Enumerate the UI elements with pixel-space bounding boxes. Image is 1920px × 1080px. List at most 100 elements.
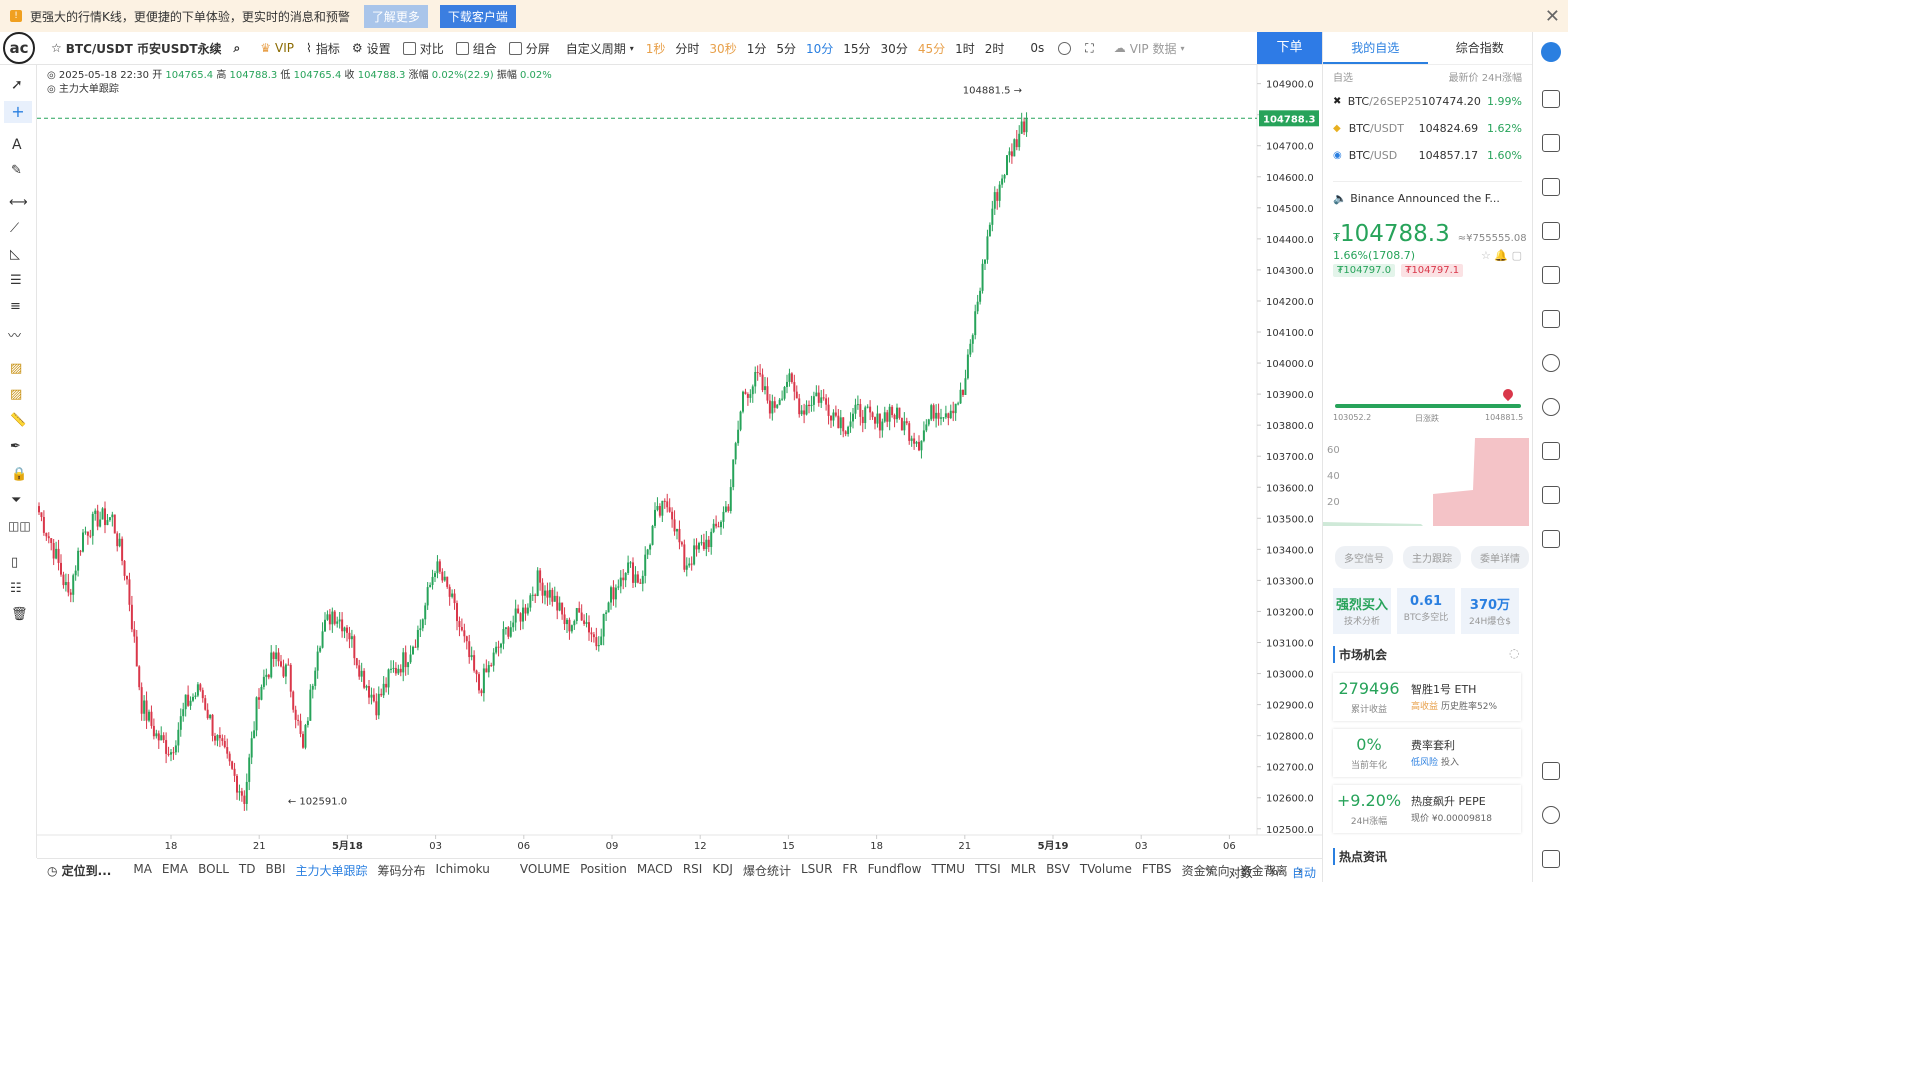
- indicator-toggle[interactable]: BSV: [1046, 862, 1070, 876]
- tab-watchlist[interactable]: 我的自选: [1323, 32, 1428, 64]
- star-icon[interactable]: ☆: [51, 41, 62, 55]
- wave-icon[interactable]: 〰: [8, 329, 22, 344]
- chevron-right-icon[interactable]: ›: [1297, 863, 1303, 878]
- crosshair-icon[interactable]: +: [4, 101, 32, 123]
- fullscreen-icon[interactable]: ⛶: [1085, 40, 1094, 55]
- indicator-button[interactable]: ⌇ 指标: [306, 41, 340, 56]
- indicator-toggle[interactable]: KDJ: [712, 862, 733, 876]
- fibonacci-icon[interactable]: ≡: [10, 299, 21, 314]
- indicator-toggle[interactable]: 资金流向: [1181, 864, 1230, 878]
- indicator-toggle[interactable]: FR: [842, 862, 858, 876]
- compare-button[interactable]: 对比: [402, 40, 444, 57]
- period-2[interactable]: 30秒: [709, 41, 737, 56]
- percent-scale-toggle[interactable]: %: [1266, 864, 1278, 878]
- locate-button[interactable]: ◷ 定位到...: [47, 864, 112, 878]
- edit-list-icon[interactable]: ☷: [10, 581, 22, 596]
- news-ticker[interactable]: 🔈 Binance Announced the F...: [1333, 181, 1522, 205]
- lock-icon[interactable]: 🔒: [11, 467, 28, 482]
- angle-icon[interactable]: ◺: [10, 247, 20, 262]
- add-window-icon[interactable]: [1542, 310, 1560, 328]
- close-icon[interactable]: ✕: [1544, 6, 1560, 27]
- order-note-icon[interactable]: [1542, 90, 1560, 108]
- camera-icon[interactable]: [1058, 41, 1072, 55]
- magnet-icon[interactable]: ◫◫: [8, 519, 31, 533]
- edit-icon[interactable]: ✎: [1204, 864, 1215, 878]
- indicator-toggle[interactable]: EMA: [161, 862, 189, 876]
- bar-chart-icon[interactable]: [1542, 266, 1560, 284]
- split-screen-button[interactable]: 分屏: [508, 40, 550, 57]
- stat-card[interactable]: 370万 24H爆仓$: [1461, 588, 1519, 634]
- compass-icon[interactable]: [1542, 398, 1560, 416]
- filter-icon[interactable]: ⏷: [11, 493, 22, 508]
- trash-icon[interactable]: 🗑: [11, 607, 28, 622]
- tab-composite-index[interactable]: 综合指数: [1455, 41, 1504, 55]
- pen-icon[interactable]: ✒: [10, 439, 21, 454]
- indicator-toggle[interactable]: MACD: [636, 862, 673, 876]
- horizontal-line-icon[interactable]: ⟷: [9, 195, 28, 210]
- signal-button[interactable]: 主力跟踪: [1403, 546, 1461, 569]
- opportunity-card[interactable]: 279496 累计收益 智胜1号 ETH 高收益 历史胜率52%: [1333, 673, 1521, 721]
- pattern2-icon[interactable]: ▨: [10, 387, 23, 402]
- buy-icon[interactable]: [1542, 134, 1560, 152]
- vip-data-dropdown[interactable]: ☁ VIP 数据 ▾: [1113, 41, 1185, 56]
- signal-button[interactable]: 多空信号: [1335, 546, 1393, 569]
- download-icon[interactable]: [1542, 762, 1560, 780]
- indicator-toggle[interactable]: TD: [238, 862, 256, 876]
- kline-chart[interactable]: 104900.0104800.0104700.0104600.0104500.0…: [37, 65, 1322, 858]
- period-3[interactable]: 1分: [746, 41, 767, 56]
- period-10[interactable]: 2时: [984, 41, 1005, 56]
- indicator-toggle[interactable]: MLR: [1010, 862, 1037, 876]
- signal-button[interactable]: 委单详情: [1471, 546, 1529, 569]
- auto-scale-toggle[interactable]: 自动: [1291, 866, 1316, 880]
- indicator-toggle[interactable]: TVolume: [1079, 862, 1132, 876]
- symbol-selector[interactable]: ☆ BTC/USDT 币安USDT永续 ⌕: [51, 40, 240, 57]
- indicator-toggle[interactable]: BOLL: [198, 862, 229, 876]
- custom-period-dropdown[interactable]: 自定义周期 ▾: [565, 41, 634, 56]
- opportunity-card[interactable]: 0% 当前年化 费率套利 低风险 投入: [1333, 729, 1521, 777]
- indicator-toggle[interactable]: VOLUME: [519, 862, 571, 876]
- combo-button[interactable]: 组合: [455, 40, 497, 57]
- period-6[interactable]: 15分: [843, 41, 871, 56]
- period-1[interactable]: 分时: [675, 41, 700, 56]
- indicator-toggle[interactable]: 资金背离: [1239, 864, 1288, 878]
- text-tool-icon[interactable]: A: [12, 137, 22, 153]
- period-7[interactable]: 30分: [880, 41, 908, 56]
- indicator-toggle[interactable]: BBI: [265, 862, 286, 876]
- period-8[interactable]: 45分: [917, 41, 946, 56]
- watchlist-row[interactable]: ✖ BTC/26SEP25 107474.20 1.99%: [1323, 88, 1532, 115]
- indicator-toggle[interactable]: Position: [580, 862, 627, 876]
- period-0[interactable]: 1秒: [645, 41, 666, 56]
- period-9[interactable]: 1时: [955, 41, 975, 56]
- download-client-button[interactable]: 下载客户端: [439, 4, 516, 28]
- headset-icon[interactable]: [1542, 806, 1560, 824]
- indicator-toggle[interactable]: Ichimoku: [435, 862, 490, 876]
- indicator-toggle[interactable]: RSI: [682, 862, 703, 876]
- period-5[interactable]: 10分: [805, 41, 834, 56]
- ruler-icon[interactable]: 📏: [10, 413, 27, 428]
- watchlist-row[interactable]: ◉ BTC/USD 104857.17 1.60%: [1323, 142, 1532, 169]
- brush-icon[interactable]: ✎: [11, 163, 22, 178]
- app-icon[interactable]: [1541, 42, 1561, 62]
- vip-button[interactable]: ♛ VIP: [260, 41, 295, 55]
- search-icon[interactable]: ⌕: [233, 40, 241, 55]
- indicator-toggle[interactable]: Fundflow: [867, 862, 922, 876]
- indicator-legend[interactable]: ◎ 主力大单跟踪: [47, 84, 119, 95]
- channel-icon[interactable]: ☰: [10, 273, 22, 288]
- indicator-toggle[interactable]: TTSI: [975, 862, 1001, 876]
- refresh-icon[interactable]: ◌: [1509, 646, 1520, 660]
- trend-line-icon[interactable]: ⟋: [10, 221, 20, 236]
- alarm-icon[interactable]: [1542, 354, 1560, 372]
- stat-card[interactable]: 0.61 BTC多空比: [1397, 588, 1455, 634]
- indicator-toggle[interactable]: FTBS: [1141, 862, 1172, 876]
- indicator-toggle[interactable]: TTMU: [931, 862, 966, 876]
- settings-button[interactable]: ⚙ 设置: [351, 41, 391, 56]
- indicator-toggle[interactable]: 筹码分布: [377, 864, 426, 878]
- pro-icon[interactable]: [1542, 530, 1560, 548]
- pattern-icon[interactable]: ▨: [10, 361, 23, 376]
- w-icon[interactable]: [1542, 486, 1560, 504]
- cursor-arrow-icon[interactable]: ➚: [11, 77, 23, 93]
- log-scale-toggle[interactable]: 对数: [1228, 866, 1253, 880]
- bookmark-icon[interactable]: ▯: [11, 555, 19, 570]
- star-icon[interactable]: ☆ 🔔 ▢: [1481, 249, 1522, 262]
- opportunity-card[interactable]: +9.20% 24H涨幅 热度飙升 PEPE 现价 ¥0.00009818: [1333, 785, 1521, 833]
